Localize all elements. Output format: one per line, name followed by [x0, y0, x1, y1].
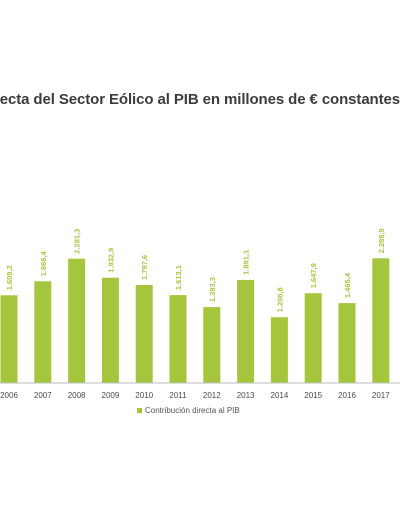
bar-2012	[203, 307, 221, 383]
value-label-2017: 2.288,9	[377, 228, 386, 253]
x-tick-label-2011: 2011	[169, 391, 187, 400]
bar-2008	[68, 258, 86, 383]
bar-2007	[34, 281, 52, 383]
x-tick-label-2015: 2015	[304, 391, 322, 400]
legend-swatch	[137, 408, 142, 413]
bar-2011	[169, 295, 187, 383]
x-tick-label-2014: 2014	[271, 391, 289, 400]
bar-2013	[237, 279, 255, 383]
x-tick-label-2013: 2013	[237, 391, 255, 400]
value-label-2011: 1.613,1	[174, 265, 183, 290]
x-tick-label-2006: 2006	[0, 391, 18, 400]
x-tick-label-2017: 2017	[372, 391, 390, 400]
bar-2017	[372, 258, 390, 383]
value-label-2010: 1.797,6	[140, 255, 149, 280]
bar-2016	[338, 303, 356, 383]
x-tick-label-2008: 2008	[68, 391, 86, 400]
value-label-2015: 1.647,9	[309, 263, 318, 288]
legend: Contribución directa al PIB	[137, 406, 240, 415]
bar-2014	[270, 317, 288, 383]
legend-label: Contribución directa al PIB	[145, 406, 240, 415]
value-label-2007: 1.866,4	[39, 250, 48, 276]
x-tick-label-2010: 2010	[135, 391, 153, 400]
value-label-2006: 1.609,2	[5, 265, 14, 290]
x-tick-label-2016: 2016	[338, 391, 356, 400]
x-tick-label-2009: 2009	[102, 391, 120, 400]
x-tick-label-2007: 2007	[34, 391, 52, 400]
value-label-2008: 2.281,3	[73, 229, 82, 254]
chart-title: recta del Sector Eólico al PIB en millon…	[0, 91, 400, 108]
value-label-2012: 1.393,3	[208, 277, 217, 302]
bar-2010	[135, 285, 153, 383]
value-label-2009: 1.932,9	[106, 248, 115, 273]
x-tick-label-2012: 2012	[203, 391, 221, 400]
bar-2009	[101, 277, 119, 383]
value-label-2013: 1.891,1	[242, 250, 251, 275]
value-label-2014: 1.206,8	[275, 287, 284, 312]
bar-2006	[0, 295, 18, 383]
bar-2015	[304, 293, 322, 383]
value-label-2016: 1.465,4	[343, 272, 352, 298]
